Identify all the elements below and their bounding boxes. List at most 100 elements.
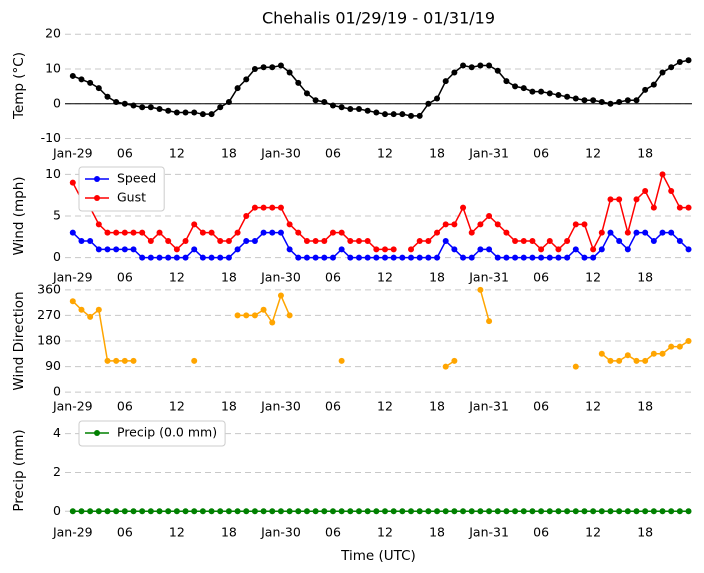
data-point xyxy=(234,246,241,253)
x-tick-label: Jan-31 xyxy=(468,399,509,414)
data-point xyxy=(165,107,172,114)
data-point xyxy=(147,254,154,261)
data-point xyxy=(642,508,649,515)
data-point xyxy=(676,508,683,515)
data-point xyxy=(208,254,215,261)
data-point xyxy=(295,229,302,236)
data-point xyxy=(355,254,362,261)
data-point xyxy=(650,204,657,211)
x-tick-label: 06 xyxy=(533,525,549,540)
data-point xyxy=(486,213,493,219)
data-point xyxy=(416,238,423,244)
data-point xyxy=(425,100,432,107)
data-point xyxy=(347,254,354,261)
data-point xyxy=(486,508,493,515)
data-point xyxy=(87,79,94,86)
data-point xyxy=(468,254,475,261)
data-point xyxy=(607,508,614,515)
data-point xyxy=(121,508,128,515)
data-point xyxy=(338,357,345,364)
data-point xyxy=(303,254,310,261)
data-point xyxy=(286,221,293,228)
data-point xyxy=(251,65,258,72)
data-point xyxy=(364,254,371,261)
data-point xyxy=(581,254,588,261)
data-point xyxy=(399,508,406,515)
data-point xyxy=(642,357,649,364)
data-point xyxy=(260,229,267,236)
data-point xyxy=(477,221,484,228)
data-point xyxy=(243,76,250,83)
data-point xyxy=(373,246,380,253)
data-point xyxy=(295,508,302,515)
data-point xyxy=(78,76,85,83)
x-tick-label: Jan-31 xyxy=(468,270,509,285)
data-point xyxy=(538,88,545,95)
data-point xyxy=(338,229,345,236)
data-point xyxy=(512,238,519,244)
data-point xyxy=(277,62,284,69)
data-point xyxy=(685,338,692,344)
data-point xyxy=(607,100,614,107)
data-point xyxy=(650,508,657,515)
data-point xyxy=(173,508,180,515)
data-point xyxy=(633,196,640,203)
legend-box xyxy=(78,420,226,447)
legend-marker xyxy=(94,176,100,182)
data-point xyxy=(312,508,319,515)
data-point xyxy=(95,246,102,253)
data-point xyxy=(269,64,276,71)
data-point xyxy=(234,508,241,515)
y-tick-label: 0 xyxy=(53,249,61,264)
data-point xyxy=(382,254,389,261)
data-point xyxy=(217,238,224,244)
y-tick-label: 4 xyxy=(53,425,61,440)
data-point xyxy=(494,508,501,515)
data-point xyxy=(295,79,302,86)
data-point xyxy=(286,312,293,319)
data-point xyxy=(460,508,467,515)
data-point xyxy=(147,508,154,515)
data-point xyxy=(156,229,163,236)
x-tick-label: 18 xyxy=(221,146,237,161)
data-point xyxy=(69,179,76,186)
x-tick-label: Jan-29 xyxy=(52,525,93,540)
data-point xyxy=(130,229,137,236)
data-point xyxy=(659,350,666,357)
data-point xyxy=(538,508,545,515)
data-point xyxy=(382,508,389,515)
data-point xyxy=(139,229,146,236)
data-point xyxy=(668,508,675,515)
data-point xyxy=(217,254,224,261)
data-point xyxy=(113,99,120,106)
data-point xyxy=(113,357,120,364)
y-tick-label: 20 xyxy=(45,26,61,41)
data-point xyxy=(243,238,250,244)
x-tick-label: 12 xyxy=(585,399,601,414)
data-point xyxy=(191,357,198,364)
data-point xyxy=(546,254,553,261)
data-point xyxy=(217,508,224,515)
data-point xyxy=(555,92,562,99)
data-point xyxy=(95,508,102,515)
data-point xyxy=(173,254,180,261)
data-point xyxy=(451,508,458,515)
data-point xyxy=(269,319,276,326)
data-point xyxy=(460,254,467,261)
x-tick-label: 18 xyxy=(429,146,445,161)
data-point xyxy=(329,229,336,236)
data-point xyxy=(260,204,267,211)
data-point xyxy=(408,508,415,515)
data-point xyxy=(121,357,128,364)
x-tick-label: 12 xyxy=(377,270,393,285)
x-tick-label: Jan-31 xyxy=(468,525,509,540)
data-point xyxy=(408,246,415,253)
data-point xyxy=(434,229,441,236)
data-point xyxy=(607,357,614,364)
x-tick-label: 12 xyxy=(377,146,393,161)
data-point xyxy=(503,508,510,515)
data-point xyxy=(512,254,519,261)
x-tick-label: 06 xyxy=(325,525,341,540)
data-point xyxy=(494,67,501,74)
data-point xyxy=(347,105,354,112)
